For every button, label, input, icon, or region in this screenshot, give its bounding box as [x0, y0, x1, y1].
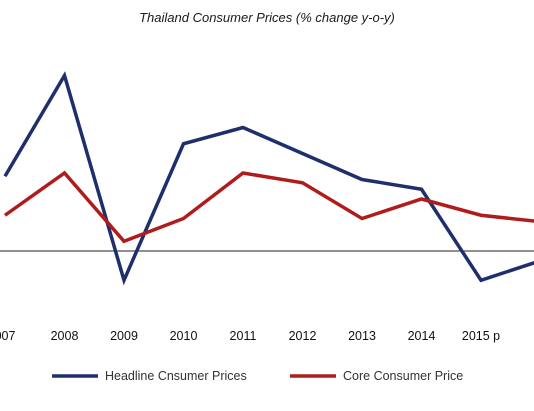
series-line-headline	[3, 71, 534, 286]
x-tick-labels: 007 2008 2009 2010 2011 2012 2013 2014 2015 p	[0, 329, 500, 343]
x-tick-label: 2015 p	[462, 329, 500, 343]
x-tick-label: 007	[0, 329, 15, 343]
chart-title: Thailand Consumer Prices (% change y-o-y…	[139, 10, 395, 25]
x-tick-label: 2008	[51, 329, 79, 343]
x-tick-label: 2010	[170, 329, 198, 343]
series-layer	[3, 71, 534, 286]
x-tick-label: 2009	[110, 329, 138, 343]
x-tick-label: 2014	[408, 329, 436, 343]
series-line-core	[3, 170, 534, 244]
legend-label-headline: Headline Cnsumer Prices	[105, 369, 247, 383]
legend-label-core: Core Consumer Price	[343, 369, 463, 383]
legend: Headline Cnsumer Prices Core Consumer Pri…	[52, 369, 463, 383]
x-tick-label: 2012	[289, 329, 317, 343]
x-tick-label: 2013	[348, 329, 376, 343]
x-tick-label: 2011	[230, 329, 257, 343]
